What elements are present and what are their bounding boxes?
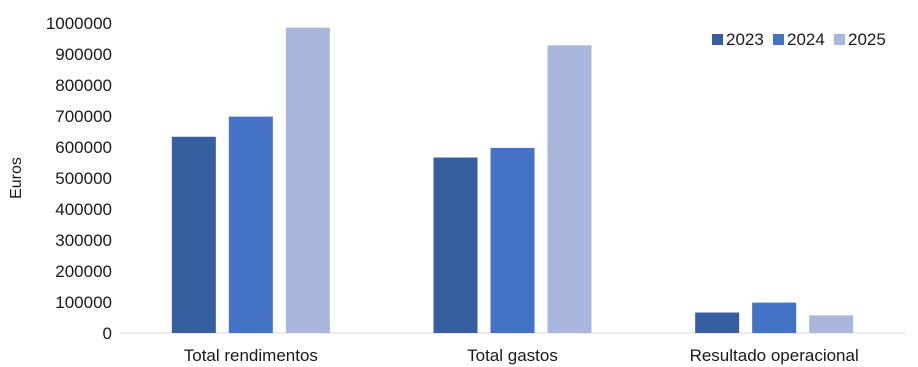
legend-swatch-2025 [834, 34, 845, 45]
bar-2025 [285, 27, 330, 334]
legend-label: 2024 [787, 30, 825, 49]
bar-2025 [547, 45, 592, 333]
y-tick-label: 500000 [55, 169, 112, 188]
y-tick-label: 300000 [55, 231, 112, 250]
y-tick-label: 1000000 [46, 14, 112, 33]
bar-2023 [433, 157, 478, 333]
y-tick-label: 900000 [55, 45, 112, 64]
y-tick-label: 100000 [55, 293, 112, 312]
bar-2024 [490, 147, 535, 333]
bar-2024 [752, 302, 797, 333]
bar-2023 [695, 312, 740, 333]
y-axis-label: Euros [8, 157, 25, 199]
legend-label: 2023 [726, 30, 764, 49]
legend-swatch-2024 [773, 34, 784, 45]
legend-swatch-2023 [712, 34, 723, 45]
y-tick-label: 400000 [55, 200, 112, 219]
legend-label: 2025 [848, 30, 886, 49]
x-tick-label: Total gastos [467, 346, 558, 365]
category-labels: Total rendimentos Total gastos Resultado o… [184, 346, 859, 365]
y-tick-label: 800000 [55, 76, 112, 95]
bars-group [171, 27, 854, 334]
bar-2023 [171, 136, 216, 333]
y-axis-ticks: 0 100000 200000 300000 400000 500000 600000 700… [46, 14, 112, 343]
y-tick-label: 600000 [55, 138, 112, 157]
bar-2025 [809, 315, 854, 333]
legend: 2023 2024 2025 [712, 30, 886, 49]
x-tick-label: Total rendimentos [184, 346, 318, 365]
x-tick-label: Resultado operacional [690, 346, 859, 365]
y-tick-label: 700000 [55, 107, 112, 126]
bar-2024 [228, 116, 273, 334]
y-tick-label: 0 [103, 324, 112, 343]
y-tick-label: 200000 [55, 262, 112, 281]
